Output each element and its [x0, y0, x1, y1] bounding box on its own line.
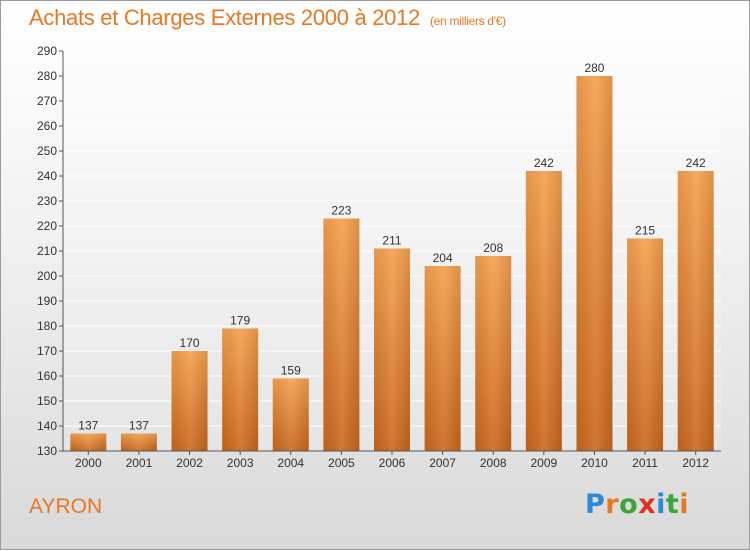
x-tick-label: 2005 [328, 456, 355, 470]
x-tick-label: 2011 [632, 456, 658, 470]
logo-letter: t [665, 489, 680, 520]
y-tick-label: 160 [37, 369, 57, 383]
logo-letter: P [585, 489, 606, 520]
proxiti-logo: Proxiti [585, 489, 689, 520]
data-label: 170 [180, 336, 200, 350]
y-tick-label: 150 [37, 394, 57, 408]
axis-layer: 130 140 150 160 170 180 190 200 210 220 230 240 250 2… [37, 44, 721, 470]
y-tick-label: 140 [37, 419, 57, 433]
logo-letter: r [605, 489, 620, 520]
y-tick-label: 280 [37, 69, 57, 83]
y-tick-label: 170 [37, 344, 57, 358]
unit-label: (en milliers d'€) [429, 14, 506, 28]
bar-shade [627, 238, 664, 451]
x-tick-label: 2002 [176, 456, 203, 470]
data-label: 223 [331, 204, 351, 218]
y-tick-label: 220 [37, 219, 57, 233]
x-tick-label: 2004 [277, 456, 304, 470]
bar-shade [576, 76, 613, 451]
x-tick-label: 2001 [126, 456, 153, 470]
x-tick-label: 2010 [581, 456, 608, 470]
data-label: 179 [230, 314, 250, 328]
bar-shade [323, 218, 360, 451]
bar-shade [120, 433, 157, 451]
data-label: 159 [281, 364, 301, 378]
bar-shade [424, 266, 461, 451]
logo-letter: i [656, 489, 666, 520]
bar-shade [171, 351, 208, 451]
bar-shade [525, 171, 562, 451]
y-tick-label: 260 [37, 119, 57, 133]
commune-name: AYRON [29, 495, 103, 518]
x-tick-label: 2012 [682, 456, 709, 470]
y-tick-label: 180 [37, 319, 57, 333]
data-label: 137 [78, 419, 98, 433]
x-tick-label: 2008 [480, 456, 507, 470]
bar-shade [374, 248, 410, 451]
logo-letter: i [679, 489, 690, 520]
y-tick-label: 230 [37, 194, 57, 208]
y-tick-label: 250 [37, 144, 57, 158]
data-label: 242 [686, 156, 706, 170]
y-tick-label: 290 [37, 44, 57, 58]
data-label: 215 [635, 224, 655, 238]
data-label: 208 [483, 241, 503, 255]
bar-shade [475, 256, 512, 451]
x-tick-label: 2009 [530, 456, 557, 470]
bar-shade [222, 328, 259, 451]
y-tick-label: 190 [37, 294, 57, 308]
data-label: 211 [382, 234, 401, 248]
x-tick-label: 2006 [379, 456, 406, 470]
y-tick-label: 240 [37, 169, 57, 183]
data-label: 137 [129, 419, 149, 433]
logo-letter: x [638, 489, 657, 520]
bar-shade [272, 378, 309, 451]
bar-shade [677, 171, 714, 451]
data-label: 280 [584, 61, 604, 75]
logo-letter: o [619, 489, 639, 520]
chart-title: Achats et Charges Externes 2000 à 2012 (e… [29, 5, 506, 31]
title-text: Achats et Charges Externes 2000 à 2012 [29, 5, 420, 30]
bar-shade [70, 433, 107, 451]
bar-layer: 137 137 170 179 159 223 211 204 208 242 280 215 242 [70, 61, 714, 451]
y-tick-label: 210 [37, 244, 57, 258]
x-tick-label: 2007 [429, 456, 456, 470]
y-tick-label: 270 [37, 94, 57, 108]
x-tick-label: 2000 [75, 456, 102, 470]
data-label: 204 [433, 251, 453, 265]
data-label: 242 [534, 156, 554, 170]
y-tick-label: 130 [37, 444, 57, 458]
x-tick-label: 2003 [227, 456, 254, 470]
y-tick-label: 200 [37, 269, 57, 283]
